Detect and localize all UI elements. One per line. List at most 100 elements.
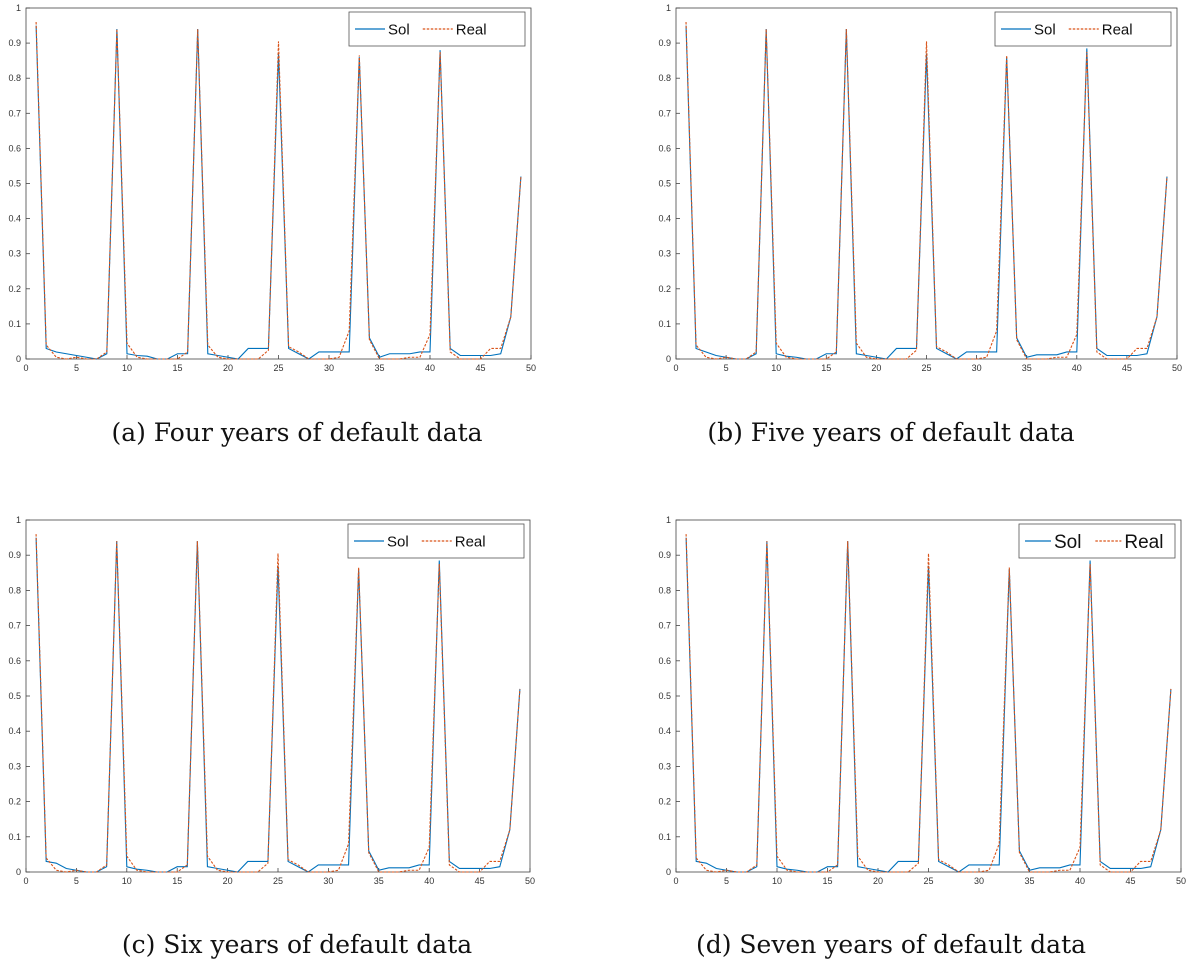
x-tick-label: 5 (74, 363, 79, 373)
y-tick-label: 1 (666, 515, 671, 525)
y-tick-label: 0.6 (8, 143, 21, 153)
y-tick-label: 0.1 (658, 319, 671, 329)
y-tick-label: 0.9 (658, 38, 671, 48)
y-tick-label: 0.8 (658, 73, 671, 83)
x-tick-label: 20 (223, 876, 233, 886)
y-tick-label: 0.3 (8, 761, 21, 771)
series-line-real (35, 534, 521, 873)
legend: Sol Real (1018, 523, 1176, 559)
x-tick-label: 45 (475, 876, 485, 886)
legend-label-sol: Sol (387, 533, 409, 550)
x-tick-label: 10 (771, 363, 781, 373)
x-tick-label: 40 (425, 363, 435, 373)
x-tick-label: 25 (923, 876, 933, 886)
y-tick-label: 0.2 (658, 284, 671, 294)
y-tick-label: 0.7 (8, 108, 21, 118)
y-tick-label: 0.8 (8, 585, 21, 595)
x-tick-label: 15 (172, 876, 182, 886)
chart-panel-d: 0 5 10 15 20 25 30 35 40 45 50 0 0.1 0.2 0.3 0.4 0.5 0.6 0… (594, 483, 1188, 966)
x-tick-label: 40 (1075, 876, 1085, 886)
y-tick-label: 0.3 (8, 249, 21, 259)
chart-caption-c: (c) Six years of default data (121, 930, 473, 959)
x-tick-label: 5 (74, 876, 79, 886)
x-tick-label: 15 (821, 363, 831, 373)
y-tick-label: 1 (16, 515, 21, 525)
y-tick-label: 0.5 (658, 179, 671, 189)
y-tick-label: 0.3 (658, 761, 671, 771)
chart-d: 0 5 10 15 20 25 30 35 40 45 50 0 0.1 0.2 0.3 0.4 0.5 0.6 0… (658, 515, 1186, 886)
y-tick-label: 0 (16, 354, 21, 364)
y-tick-label: 1 (16, 3, 21, 13)
y-tick-label: 0.3 (658, 249, 671, 259)
y-tick-label: 1 (666, 3, 671, 13)
x-tick-label: 20 (873, 876, 883, 886)
x-tick-label: 25 (273, 876, 283, 886)
x-tick-label: 5 (724, 876, 729, 886)
y-tick-label: 0.8 (658, 585, 671, 595)
series-line-real (35, 22, 522, 360)
legend: Sol Real (994, 11, 1172, 47)
x-tick-label: 50 (1172, 363, 1182, 373)
series-line-real (685, 534, 1172, 873)
x-tick-label: 35 (374, 876, 384, 886)
x-tick-label: 0 (673, 876, 678, 886)
y-tick-label: 0.1 (8, 319, 21, 329)
x-tick-label: 50 (526, 363, 536, 373)
x-tick-label: 45 (475, 363, 485, 373)
y-tick-label: 0.8 (8, 73, 21, 83)
y-tick-label: 0 (16, 867, 21, 877)
chart-a: 0 5 10 15 20 25 30 35 40 45 50 0 0.1 0.2 0.3 0.4 0.5 0.6 0… (8, 3, 536, 373)
legend-label-sol: Sol (388, 21, 410, 38)
y-tick-label: 0.5 (8, 691, 21, 701)
x-tick-label: 30 (974, 876, 984, 886)
legend: Sol Real (348, 11, 526, 47)
x-tick-label: 40 (424, 876, 434, 886)
y-tick-label: 0 (666, 354, 671, 364)
y-tick-label: 0.4 (658, 726, 671, 736)
chart-caption-a: (a) Four years of default data (111, 418, 483, 447)
y-tick-label: 0.7 (658, 621, 671, 631)
chart-panel-b: 0 5 10 15 20 25 30 35 40 45 50 0 0.1 0.2 0.3 0.4 0.5 0.6 0… (594, 0, 1188, 483)
legend-label-real: Real (455, 533, 486, 550)
y-tick-label: 0.7 (658, 108, 671, 118)
x-tick-label: 5 (724, 363, 729, 373)
legend-label-sol: Sol (1054, 532, 1081, 553)
x-tick-label: 10 (122, 876, 132, 886)
x-tick-label: 30 (323, 876, 333, 886)
legend-label-real: Real (1124, 532, 1163, 553)
series-line-real (685, 22, 1168, 360)
x-tick-label: 25 (921, 363, 931, 373)
chart-caption-d: (d) Seven years of default data (695, 930, 1087, 959)
y-tick-label: 0.6 (8, 656, 21, 666)
x-tick-label: 0 (673, 363, 678, 373)
y-tick-label: 0.9 (8, 38, 21, 48)
chart-caption-b: (b) Five years of default data (707, 418, 1075, 447)
x-tick-label: 45 (1122, 363, 1132, 373)
chart-panel-a: 0 5 10 15 20 25 30 35 40 45 50 0 0.1 0.2 0.3 0.4 0.5 0.6 0… (0, 0, 594, 483)
x-tick-label: 10 (122, 363, 132, 373)
y-tick-label: 0.5 (8, 179, 21, 189)
y-tick-label: 0.5 (658, 691, 671, 701)
y-tick-label: 0.4 (8, 726, 21, 736)
x-tick-label: 50 (525, 876, 535, 886)
y-tick-label: 0.9 (8, 550, 21, 560)
x-tick-label: 35 (374, 363, 384, 373)
x-tick-label: 30 (972, 363, 982, 373)
x-tick-label: 35 (1022, 363, 1032, 373)
legend-label-real: Real (1102, 21, 1133, 38)
y-tick-label: 0.4 (658, 214, 671, 224)
x-tick-label: 30 (324, 363, 334, 373)
legend-label-sol: Sol (1034, 21, 1056, 38)
x-tick-label: 20 (223, 363, 233, 373)
y-tick-label: 0.6 (658, 143, 671, 153)
chart-b: 0 5 10 15 20 25 30 35 40 45 50 0 0.1 0.2 0.3 0.4 0.5 0.6 0… (658, 3, 1182, 373)
y-tick-label: 0.4 (8, 214, 21, 224)
x-tick-label: 10 (772, 876, 782, 886)
y-tick-label: 0.9 (658, 550, 671, 560)
y-tick-label: 0.2 (8, 284, 21, 294)
x-tick-label: 15 (172, 363, 182, 373)
y-tick-label: 0.1 (658, 832, 671, 842)
x-tick-label: 50 (1176, 876, 1186, 886)
chart-c: 0 5 10 15 20 25 30 35 40 45 50 0 0.1 0.2 0.3 0.4 0.5 0.6 0… (8, 515, 535, 886)
y-tick-label: 0.7 (8, 621, 21, 631)
